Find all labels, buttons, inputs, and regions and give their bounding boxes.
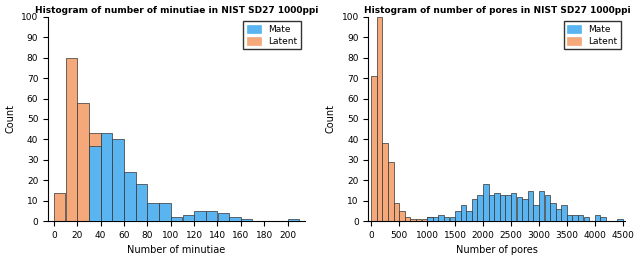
Bar <box>427 217 433 221</box>
Bar <box>383 144 388 221</box>
Bar <box>567 215 572 221</box>
Legend: Mate, Latent: Mate, Latent <box>243 21 301 49</box>
Bar <box>595 215 600 221</box>
Bar <box>533 205 539 221</box>
Bar <box>66 58 77 221</box>
Y-axis label: Count: Count <box>6 104 15 133</box>
Bar <box>124 197 136 221</box>
Bar <box>539 191 545 221</box>
Bar <box>472 199 477 221</box>
Bar <box>388 162 394 221</box>
Bar <box>113 139 124 221</box>
Bar <box>147 203 159 221</box>
Bar <box>528 191 533 221</box>
Bar <box>124 172 136 221</box>
Bar <box>455 211 461 221</box>
Bar <box>433 217 438 221</box>
Bar <box>171 217 182 221</box>
Bar <box>218 213 229 221</box>
Title: Histogram of number of minutiae in NIST SD27 1000ppi: Histogram of number of minutiae in NIST … <box>35 5 318 15</box>
Bar <box>477 195 483 221</box>
Bar <box>405 217 410 221</box>
Bar <box>54 193 65 221</box>
Bar <box>113 195 124 221</box>
X-axis label: Number of minutiae: Number of minutiae <box>127 245 226 256</box>
Bar <box>288 219 299 221</box>
Bar <box>427 217 433 221</box>
Bar <box>89 146 100 221</box>
Bar <box>100 164 112 221</box>
Bar <box>500 195 505 221</box>
Bar <box>377 17 382 221</box>
Bar <box>545 195 550 221</box>
Bar <box>159 203 171 221</box>
Y-axis label: Count: Count <box>326 104 336 133</box>
Bar <box>488 195 494 221</box>
Bar <box>394 203 399 221</box>
Bar <box>399 211 404 221</box>
Bar <box>100 133 112 221</box>
Bar <box>422 219 427 221</box>
Title: Histogram of number of pores in NIST SD27 1000ppi: Histogram of number of pores in NIST SD2… <box>364 5 630 15</box>
Bar <box>371 76 377 221</box>
Bar <box>511 193 516 221</box>
Bar <box>438 215 444 221</box>
Legend: Mate, Latent: Mate, Latent <box>564 21 621 49</box>
Bar <box>600 217 606 221</box>
Bar <box>194 211 205 221</box>
Bar <box>522 199 527 221</box>
Bar <box>561 205 567 221</box>
Bar <box>410 219 416 221</box>
Bar <box>617 219 623 221</box>
Bar <box>182 215 194 221</box>
Bar <box>77 103 89 221</box>
Bar <box>241 219 252 221</box>
Bar <box>89 133 100 221</box>
Bar <box>506 195 511 221</box>
Bar <box>136 184 147 221</box>
Bar <box>206 211 218 221</box>
Bar <box>572 215 578 221</box>
Bar <box>516 197 522 221</box>
Bar <box>556 209 561 221</box>
Bar <box>461 205 466 221</box>
Bar <box>229 217 241 221</box>
X-axis label: Number of pores: Number of pores <box>456 245 538 256</box>
Bar <box>467 211 472 221</box>
Bar <box>584 217 589 221</box>
Bar <box>483 184 488 221</box>
Bar <box>449 217 455 221</box>
Bar <box>444 217 449 221</box>
Bar <box>550 203 556 221</box>
Bar <box>494 193 500 221</box>
Bar <box>136 215 147 221</box>
Bar <box>416 219 422 221</box>
Bar <box>578 215 584 221</box>
